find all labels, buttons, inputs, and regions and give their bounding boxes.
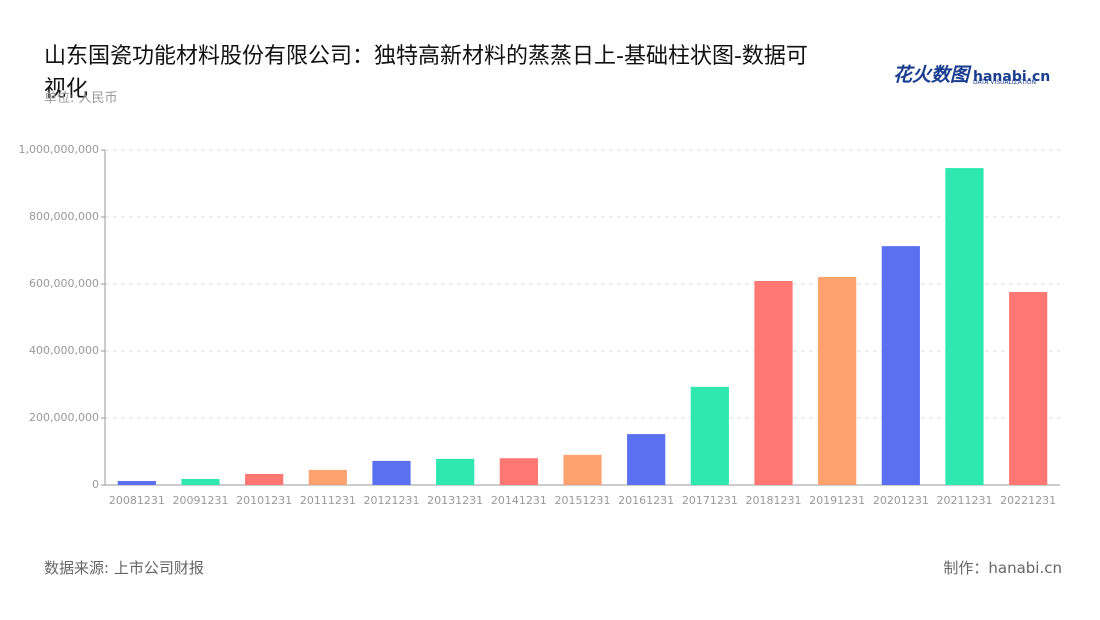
x-tick-label: 20161231: [618, 494, 674, 507]
x-tick-label: 20181231: [746, 494, 802, 507]
bar: [563, 454, 602, 485]
x-tick-label: 20191231: [809, 494, 865, 507]
bar: [181, 478, 220, 485]
y-tick-label: 1,000,000,000: [19, 143, 99, 156]
x-tick-label: 20121231: [364, 494, 420, 507]
bar: [690, 386, 729, 485]
bar: [627, 434, 666, 485]
bar: [372, 460, 411, 485]
x-tick-label: 20151231: [555, 494, 611, 507]
x-tick-label: 20101231: [236, 494, 292, 507]
y-tick-label: 600,000,000: [29, 277, 99, 290]
x-tick-label: 20221231: [1000, 494, 1056, 507]
bar: [818, 276, 857, 485]
x-tick-label: 20091231: [173, 494, 229, 507]
logo: 花火数图 hanabi.cn DATA VISUALIZATION: [893, 60, 1050, 87]
credit: 制作：hanabi.cn: [943, 559, 1062, 577]
y-tick-label: 200,000,000: [29, 411, 99, 424]
logo-brand: hanabi.cn: [973, 69, 1051, 85]
bar: [881, 246, 920, 485]
x-tick-label: 20171231: [682, 494, 738, 507]
logo-tagline: DATA VISUALIZATION: [973, 79, 1037, 86]
y-tick-label: 400,000,000: [29, 344, 99, 357]
x-tick-label: 20141231: [491, 494, 547, 507]
bar: [1009, 292, 1048, 485]
bar: [308, 469, 347, 485]
bar: [499, 458, 538, 485]
y-tick-label: 0: [92, 478, 99, 491]
source: 数据来源: 上市公司财报: [44, 559, 204, 577]
bar: [436, 458, 475, 485]
x-tick-label: 20131231: [427, 494, 483, 507]
logo-name: 花火数图: [893, 64, 970, 86]
subtitle: 单位: 人民币: [44, 91, 118, 106]
x-tick-label: 20081231: [109, 494, 165, 507]
y-tick-label: 800,000,000: [29, 210, 99, 223]
bar: [945, 168, 984, 485]
x-tick-label: 20201231: [873, 494, 929, 507]
bar: [754, 280, 793, 485]
x-tick-label: 20211231: [937, 494, 993, 507]
x-tick-label: 20111231: [300, 494, 356, 507]
bar: [117, 480, 156, 485]
bar: [245, 473, 284, 485]
chart-title: 山东国瓷功能材料股份有限公司：独特高新材料的蒸蒸日上-基础柱状图-数据可视化: [44, 44, 808, 102]
